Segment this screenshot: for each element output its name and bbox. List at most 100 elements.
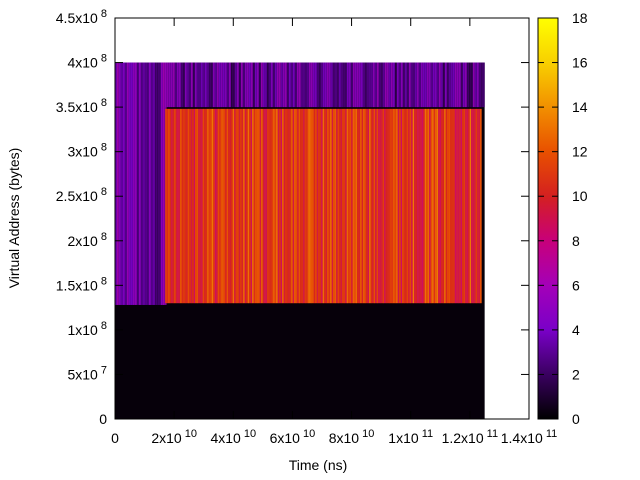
heat-cell (469, 108, 471, 304)
heat-cell (477, 108, 479, 304)
heat-cell (307, 62, 309, 108)
heat-cell (207, 108, 209, 304)
heat-cell (169, 62, 171, 108)
colorbar-tick-label: 18 (572, 10, 588, 26)
heat-cell (241, 62, 243, 108)
heat-cell (133, 62, 135, 305)
heat-cell (233, 62, 235, 108)
heat-cell (459, 108, 461, 304)
heat-cell (249, 62, 251, 108)
heat-cell (472, 108, 474, 304)
heat-cell (273, 108, 275, 304)
heat-cell (317, 62, 319, 108)
heat-cell (385, 62, 387, 108)
heat-cell (228, 108, 230, 304)
heat-cell (378, 108, 380, 304)
heat-cell (171, 62, 173, 108)
heat-cell (335, 62, 337, 108)
heat-cell (341, 62, 343, 108)
heat-cell (135, 62, 137, 305)
y-tick-label: 4x10 8 (67, 53, 107, 71)
heat-cell (231, 62, 233, 108)
heat-cell (299, 62, 301, 108)
heat-cell (447, 62, 449, 108)
heat-cell (321, 62, 323, 108)
heat-cell (439, 108, 441, 304)
heat-cell (247, 108, 249, 304)
heat-cell (251, 62, 253, 108)
heat-cell (365, 62, 367, 108)
heat-cell (379, 108, 381, 304)
heat-cell (435, 62, 437, 108)
heat-cell (229, 62, 231, 108)
x-tick-label: 8x10 10 (329, 428, 375, 446)
heat-cell (361, 108, 363, 304)
heat-cell (219, 108, 221, 304)
y-tick-label: 1.5x10 8 (56, 275, 107, 293)
y-tick-label: 0 (99, 411, 107, 427)
heat-cell (466, 108, 468, 304)
heat-cell (282, 108, 284, 304)
heat-cell (241, 108, 243, 304)
heat-cell (388, 108, 390, 304)
heat-cell (189, 62, 191, 108)
heat-cell (294, 108, 296, 304)
heat-cell (129, 62, 131, 305)
heat-region-dense-block (165, 108, 482, 304)
heat-cell (287, 62, 289, 108)
heat-cell (216, 108, 218, 304)
heat-cell (355, 108, 357, 304)
heat-cell (225, 62, 227, 108)
heat-cell (372, 108, 374, 304)
heat-cell (456, 108, 458, 304)
heat-cell (364, 108, 366, 304)
heat-cell (357, 62, 359, 108)
heat-cell (313, 108, 315, 304)
heat-cell (459, 62, 461, 108)
heat-cell (441, 62, 443, 108)
heat-cell (427, 108, 429, 304)
heat-cell (197, 62, 199, 108)
heat-cell (253, 62, 255, 108)
heat-cell (400, 108, 402, 304)
y-tick-label: 3.5x10 8 (56, 97, 107, 115)
heat-cell (222, 108, 224, 304)
heat-cell (444, 108, 446, 304)
heat-cell (192, 108, 194, 304)
heat-cell (123, 62, 125, 305)
heat-cell (396, 108, 398, 304)
heat-cell (127, 62, 129, 305)
heat-cell (175, 108, 177, 304)
heat-cell (245, 62, 247, 108)
heat-cell (419, 62, 421, 108)
heat-cell (411, 62, 413, 108)
heat-cell (255, 62, 257, 108)
heat-cell (437, 62, 439, 108)
heat-cell (199, 108, 201, 304)
heat-cell (353, 62, 355, 108)
heat-cell (115, 62, 117, 305)
heat-cell (145, 62, 147, 305)
heat-cell (322, 108, 324, 304)
heat-cell (451, 62, 453, 108)
heat-cell (229, 108, 231, 304)
heat-cell (369, 108, 371, 304)
heat-cell (393, 108, 395, 304)
heat-cell (199, 62, 201, 108)
heat-cell (271, 62, 273, 108)
heat-cell (328, 108, 330, 304)
heat-cell (312, 108, 314, 304)
heat-cell (429, 62, 431, 108)
heat-cell (448, 108, 450, 304)
heat-cell (210, 108, 212, 304)
heat-cell (376, 108, 378, 304)
heat-cell (183, 62, 185, 108)
heat-cell (439, 62, 441, 108)
heat-cell (397, 108, 399, 304)
heat-cell (304, 108, 306, 304)
heat-cell (279, 108, 281, 304)
heat-cell (195, 108, 197, 304)
heat-cell (367, 108, 369, 304)
heat-cell (373, 62, 375, 108)
